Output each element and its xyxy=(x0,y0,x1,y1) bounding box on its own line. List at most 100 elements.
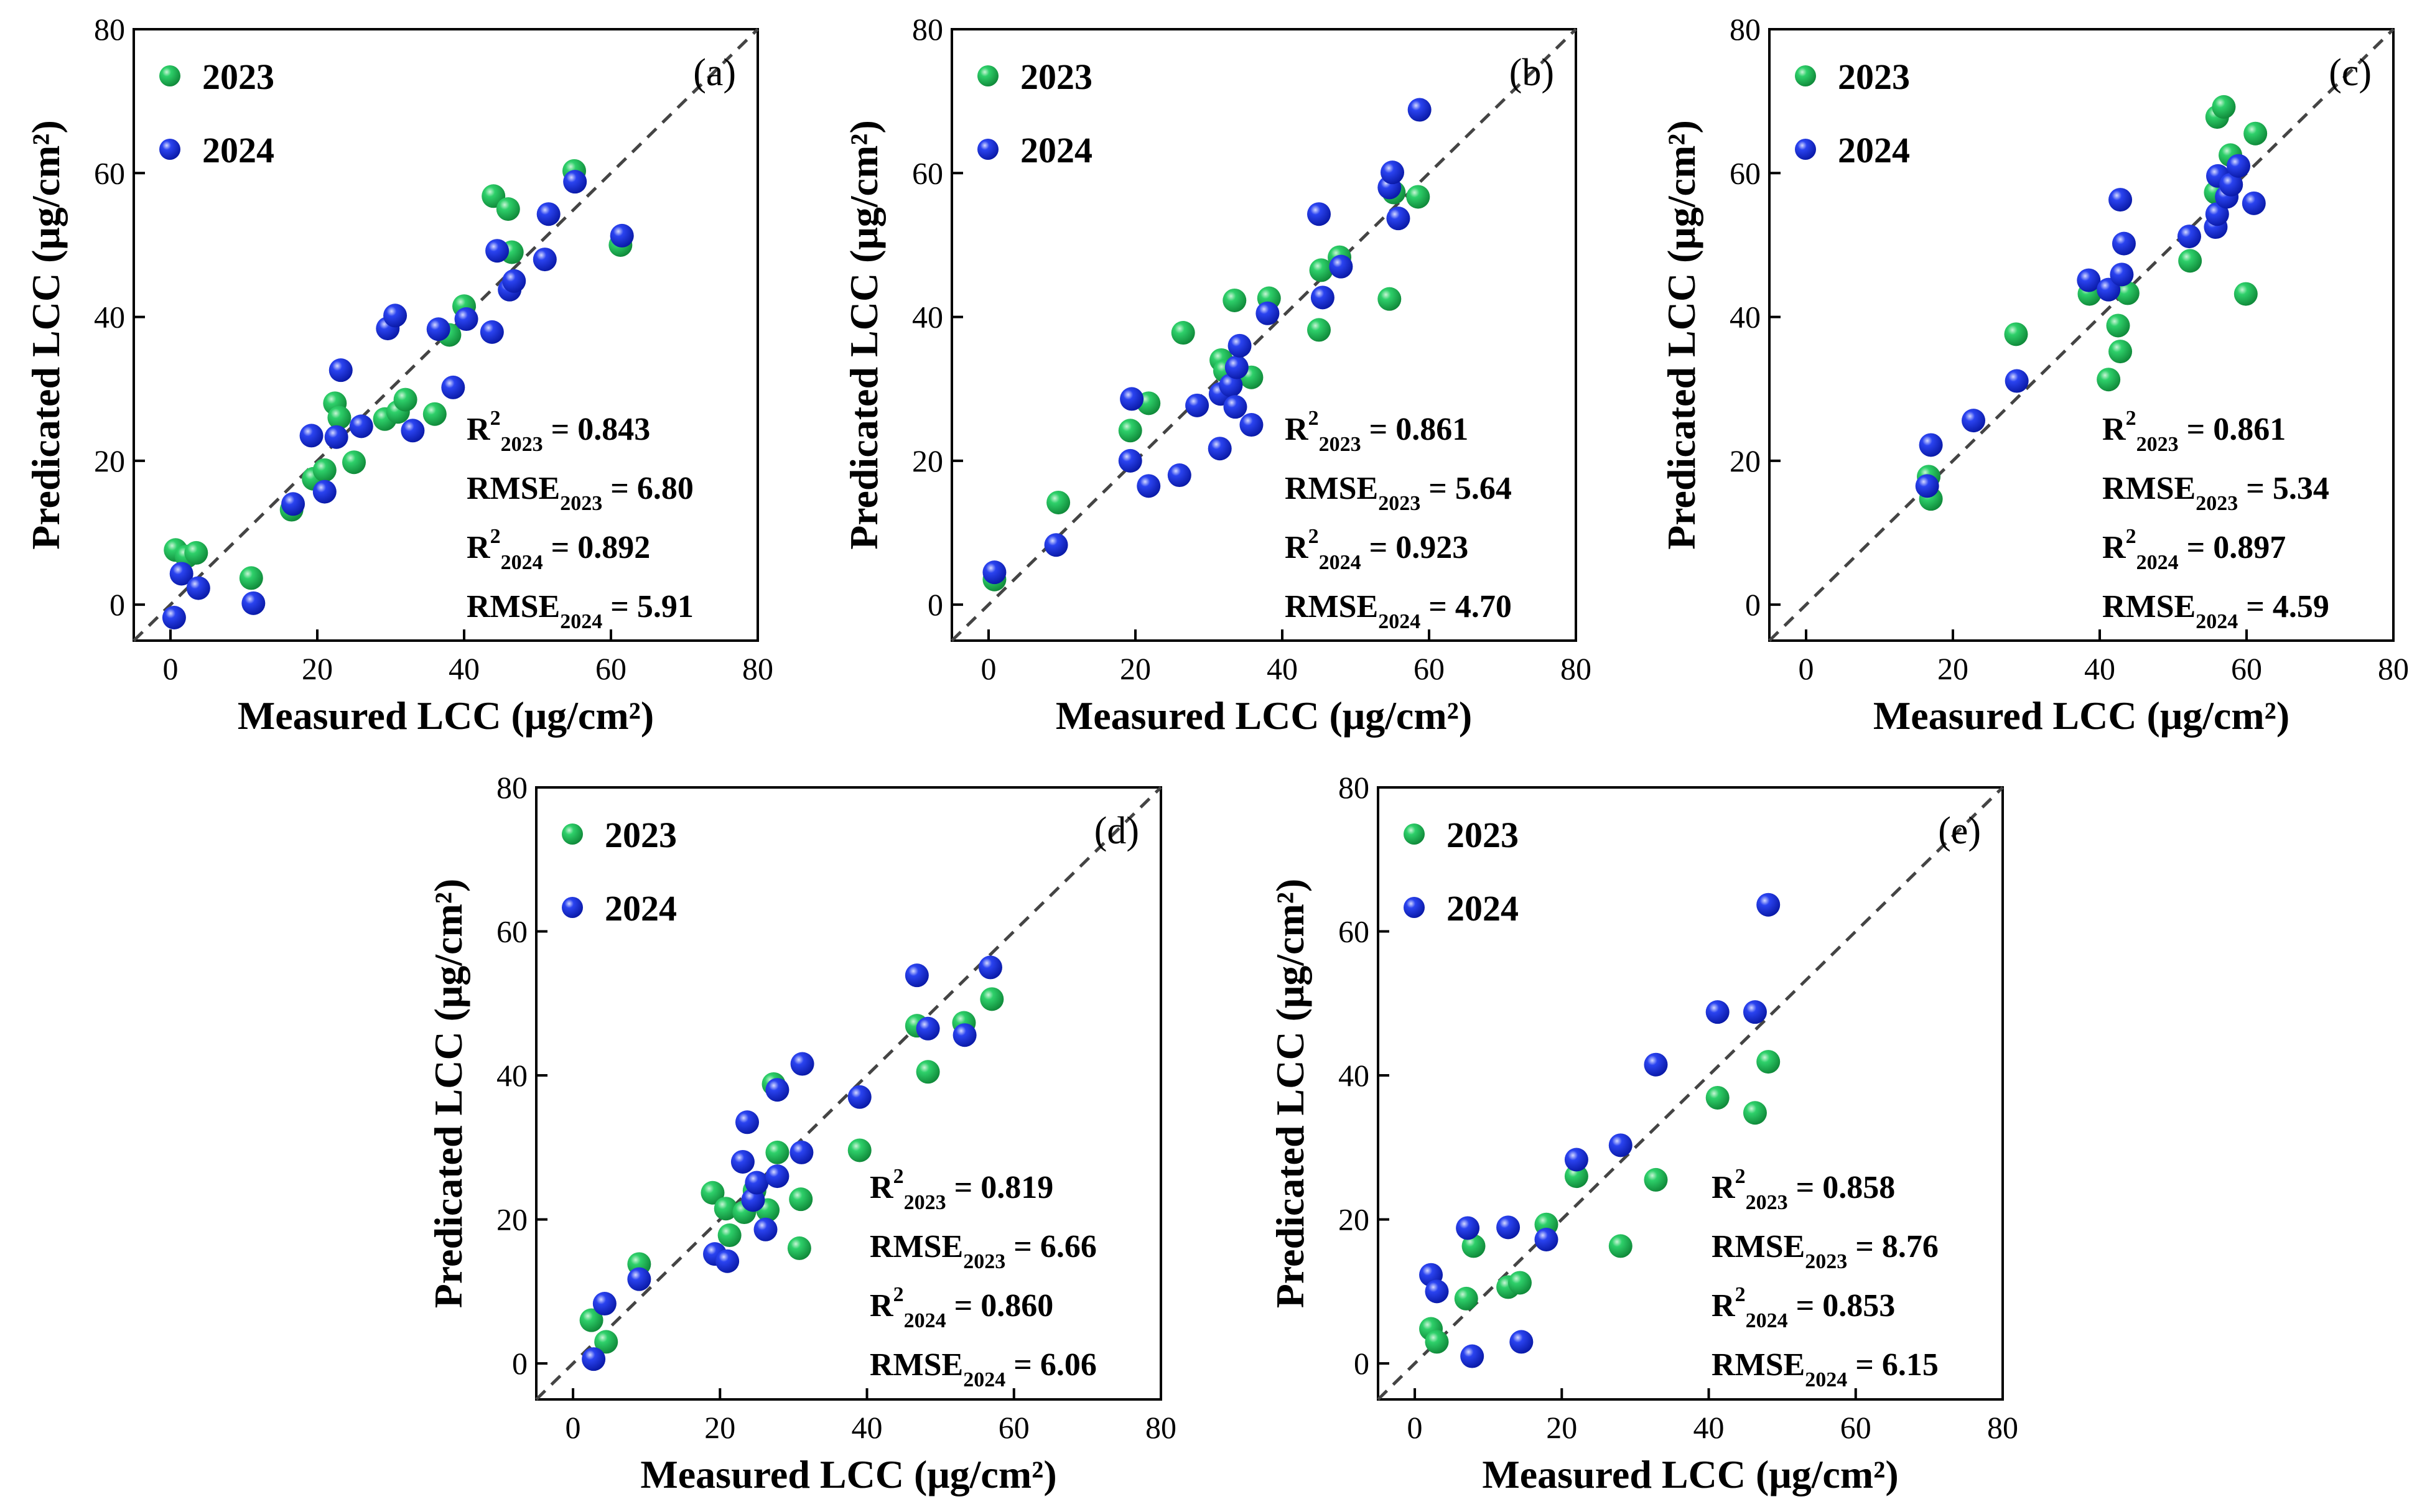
panel-label: (a) xyxy=(693,52,736,94)
legend-label-2023: 2023 xyxy=(605,815,677,855)
x-axis-label: Measured LCC (μg/cm²) xyxy=(1056,693,1472,738)
stat-value: = 4.59 xyxy=(2238,589,2329,624)
stat-value: = 0.860 xyxy=(946,1288,1054,1324)
data-point-2024 xyxy=(2177,225,2201,249)
y-tick-label: 0 xyxy=(928,587,943,622)
data-point-2024 xyxy=(169,562,193,586)
data-point-2024 xyxy=(2110,262,2134,287)
stat-superscript: 2 xyxy=(490,525,501,548)
data-point-2024 xyxy=(1743,1000,1767,1024)
data-point-2024 xyxy=(1329,254,1353,279)
x-tick-label: 60 xyxy=(595,651,626,686)
data-point-2024 xyxy=(1496,1215,1521,1240)
plot-frame xyxy=(535,786,1162,1401)
stat-line: RMSE2024 = 6.06 xyxy=(870,1347,1097,1391)
x-tick-label: 40 xyxy=(852,1410,883,1445)
x-tick-label: 80 xyxy=(2378,651,2409,686)
stat-superscript: 2 xyxy=(1308,525,1319,548)
data-point-2024 xyxy=(2112,231,2136,256)
plot-frame xyxy=(1377,786,2004,1401)
stat-line: R22024 = 0.892 xyxy=(467,525,650,574)
y-tick-label: 20 xyxy=(496,1202,528,1237)
stat-subscript: 2023 xyxy=(1805,1250,1847,1273)
stat-symbol: RMSE xyxy=(1285,471,1378,506)
data-point-2024 xyxy=(730,1149,755,1174)
y-axis-label: Predicated LCC (μg/cm²) xyxy=(1659,120,1703,550)
data-point-2024 xyxy=(789,1140,814,1164)
data-point-2024 xyxy=(1208,437,1232,461)
x-axis-label: Measured LCC (μg/cm²) xyxy=(640,1452,1056,1496)
stat-subscript: 2023 xyxy=(1378,492,1420,515)
data-point-2024 xyxy=(1534,1228,1558,1252)
one-to-one-line xyxy=(133,28,759,642)
stat-value: = 5.64 xyxy=(1420,471,1512,506)
stat-symbol: RMSE xyxy=(467,589,560,624)
stat-symbol: R xyxy=(870,1170,894,1205)
series-2024 xyxy=(582,955,1002,1371)
stat-superscript: 2 xyxy=(490,407,501,430)
data-point-2024 xyxy=(1564,1148,1588,1172)
data-point-2024 xyxy=(765,1164,789,1189)
x-tick-label: 0 xyxy=(1799,651,1814,686)
data-point-2024 xyxy=(1381,160,1404,185)
y-tick-label: 80 xyxy=(94,12,125,47)
stat-line: R22023 = 0.819 xyxy=(870,1165,1053,1214)
stat-subscript: 2023 xyxy=(560,492,602,515)
data-point-2024 xyxy=(1962,409,1986,433)
plot-frame xyxy=(1768,28,2395,642)
x-tick-label: 40 xyxy=(2084,651,2115,686)
stat-subscript: 2024 xyxy=(1378,610,1420,633)
y-tick-label: 40 xyxy=(496,1058,528,1093)
y-tick-label: 20 xyxy=(912,443,943,478)
data-point-2024 xyxy=(2108,188,2133,212)
stat-subscript: 2023 xyxy=(1319,433,1361,456)
data-point-2024 xyxy=(2005,369,2029,393)
data-point-2023 xyxy=(2178,249,2202,273)
stat-symbol: RMSE xyxy=(870,1229,963,1264)
data-point-2023 xyxy=(579,1308,603,1332)
data-point-2024 xyxy=(502,269,526,293)
data-point-2024 xyxy=(905,963,929,988)
x-tick-label: 20 xyxy=(1937,651,1968,686)
data-point-2024 xyxy=(627,1267,651,1291)
stat-subscript: 2023 xyxy=(904,1191,946,1214)
panel-label: (e) xyxy=(1938,810,1981,852)
data-point-2023 xyxy=(422,402,447,426)
data-point-2023 xyxy=(1705,1085,1730,1110)
x-tick-label: 20 xyxy=(704,1410,735,1445)
stat-subscript: 2023 xyxy=(1746,1191,1788,1214)
stat-symbol: R xyxy=(467,412,491,447)
data-point-2024 xyxy=(765,1078,789,1102)
data-point-2023 xyxy=(1743,1101,1767,1125)
stat-subscript: 2023 xyxy=(963,1250,1005,1273)
data-point-2023 xyxy=(2243,121,2268,146)
chart-panel-1: 0 20 40 60 80 0 20 40 60 80 Measured LCC (μg/cm²) P… xyxy=(24,12,773,738)
data-point-2023 xyxy=(312,458,337,482)
data-point-2024 xyxy=(982,560,1007,585)
series-2024 xyxy=(1419,893,1781,1368)
y-tick-label: 80 xyxy=(496,770,528,805)
legend-marker-2023 xyxy=(1795,65,1816,86)
data-point-2024 xyxy=(563,170,587,194)
series-2023 xyxy=(579,987,1004,1354)
data-point-2024 xyxy=(582,1347,606,1371)
data-point-2024 xyxy=(441,375,465,399)
stat-symbol: RMSE xyxy=(1285,589,1378,624)
stat-superscript: 2 xyxy=(893,1283,904,1306)
data-point-2024 xyxy=(916,1016,940,1041)
one-to-one-line xyxy=(951,28,1577,642)
data-point-2023 xyxy=(1118,419,1142,443)
stat-superscript: 2 xyxy=(1735,1165,1746,1188)
plot-frame xyxy=(951,28,1577,642)
legend-label-2023: 2023 xyxy=(1446,815,1519,855)
data-point-2023 xyxy=(2108,340,2133,364)
data-point-2024 xyxy=(610,223,634,248)
stat-subscript: 2023 xyxy=(2136,433,2179,456)
data-point-2024 xyxy=(1185,393,1209,417)
data-point-2023 xyxy=(1425,1330,1449,1354)
stat-subscript: 2023 xyxy=(2196,492,2238,515)
data-point-2023 xyxy=(789,1187,813,1212)
data-point-2024 xyxy=(1644,1052,1668,1077)
stat-value: = 4.70 xyxy=(1420,589,1512,624)
stat-line: RMSE2023 = 6.66 xyxy=(870,1229,1097,1273)
